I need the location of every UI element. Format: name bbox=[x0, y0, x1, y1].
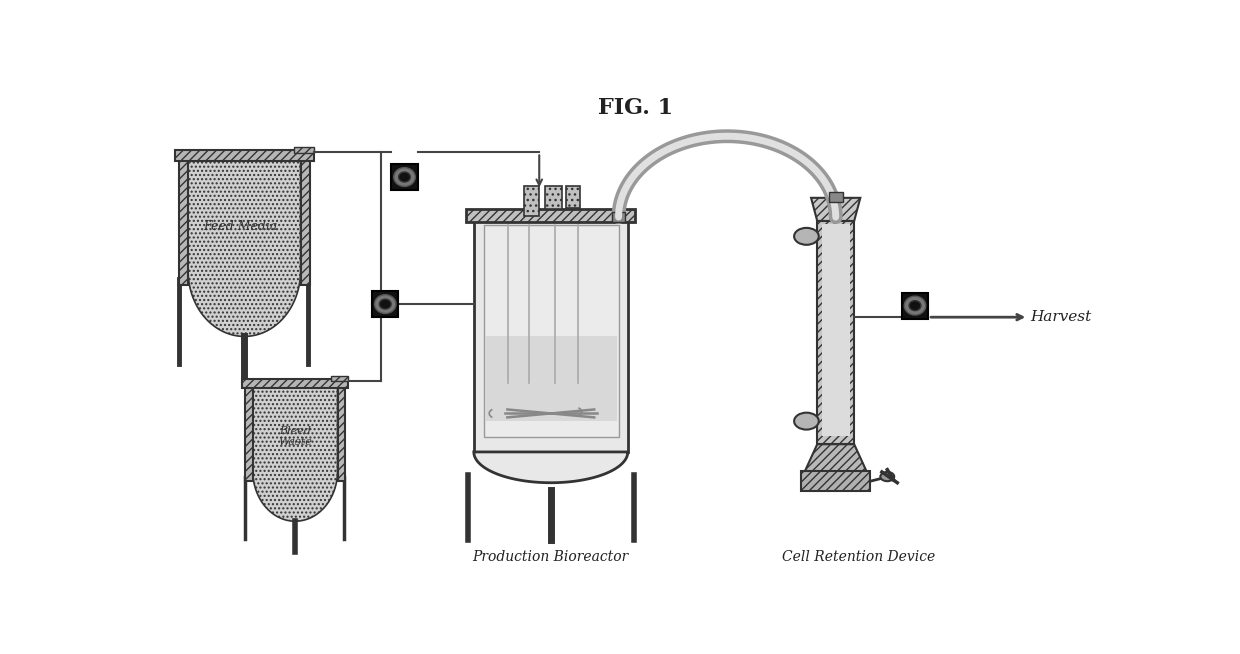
Bar bbox=[801, 471, 870, 491]
Bar bbox=[331, 375, 348, 381]
Bar bbox=[246, 385, 253, 481]
Bar bbox=[828, 192, 843, 203]
Bar bbox=[613, 212, 625, 222]
Bar bbox=[544, 186, 562, 209]
Text: FIG. 1: FIG. 1 bbox=[598, 97, 673, 119]
Ellipse shape bbox=[904, 296, 926, 315]
Ellipse shape bbox=[398, 172, 410, 182]
Bar bbox=[179, 158, 188, 285]
Bar bbox=[567, 186, 580, 208]
Text: Harvest: Harvest bbox=[1030, 310, 1091, 324]
Polygon shape bbox=[188, 158, 300, 336]
Bar bbox=[300, 158, 310, 285]
Text: Cell Retention Device: Cell Retention Device bbox=[782, 551, 935, 564]
Bar bbox=[901, 292, 928, 318]
Polygon shape bbox=[811, 198, 861, 221]
Bar bbox=[392, 164, 418, 190]
Polygon shape bbox=[805, 444, 867, 471]
Bar bbox=[822, 224, 849, 436]
Polygon shape bbox=[253, 385, 337, 521]
Ellipse shape bbox=[794, 228, 818, 245]
Ellipse shape bbox=[379, 299, 391, 309]
Text: Feed Media: Feed Media bbox=[203, 220, 278, 233]
Bar bbox=[523, 186, 539, 216]
Text: Production Bioreactor: Production Bioreactor bbox=[472, 551, 629, 564]
Ellipse shape bbox=[394, 167, 415, 186]
Text: Bleed
Waste: Bleed Waste bbox=[278, 426, 312, 447]
Ellipse shape bbox=[374, 295, 396, 313]
Ellipse shape bbox=[794, 413, 818, 430]
Bar bbox=[474, 221, 627, 452]
Bar bbox=[242, 379, 348, 388]
Bar bbox=[466, 209, 635, 222]
Bar bbox=[175, 150, 314, 161]
Bar bbox=[337, 385, 345, 481]
Ellipse shape bbox=[880, 472, 894, 481]
Bar bbox=[372, 291, 398, 317]
Bar bbox=[484, 225, 619, 436]
Bar bbox=[817, 221, 854, 444]
Polygon shape bbox=[474, 452, 627, 483]
Bar bbox=[485, 336, 618, 421]
Ellipse shape bbox=[909, 301, 921, 311]
Bar bbox=[294, 147, 314, 153]
